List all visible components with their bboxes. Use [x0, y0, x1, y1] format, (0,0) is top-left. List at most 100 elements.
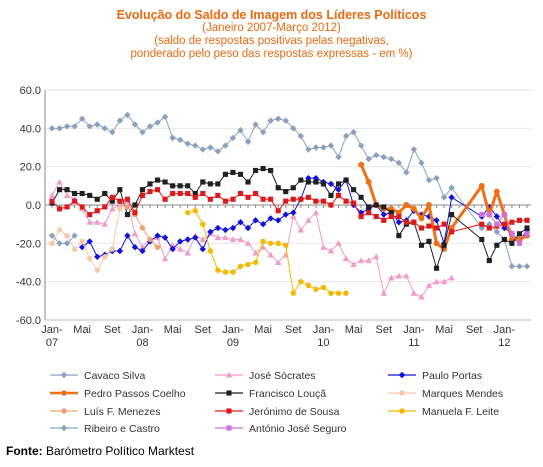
data-point: [516, 263, 523, 270]
data-point: [320, 243, 327, 250]
data-point: [486, 212, 492, 218]
data-point: [440, 194, 448, 201]
series-line: [51, 189, 527, 233]
data-point: [388, 274, 395, 281]
data-point: [64, 187, 70, 193]
data-point: [501, 212, 507, 218]
data-point: [86, 123, 93, 130]
data-point: [342, 132, 350, 140]
data-point: [109, 128, 116, 136]
data-point: [237, 263, 244, 270]
data-point: [449, 229, 455, 235]
data-point: [109, 246, 116, 252]
legend-label: Luís F. Menezes: [84, 406, 160, 418]
y-tick-label: -40.0: [16, 277, 41, 289]
data-point: [313, 198, 319, 204]
data-point: [358, 194, 364, 200]
data-point: [176, 136, 184, 144]
data-point: [71, 246, 78, 252]
chart-subtitle-2: (saldo de respostas positivas pelas nega…: [154, 35, 389, 47]
data-point: [169, 134, 176, 142]
x-tick-label: Set: [375, 324, 392, 336]
data-point: [335, 192, 342, 198]
data-point: [418, 242, 425, 248]
data-point: [380, 289, 387, 296]
data-point: [154, 232, 161, 239]
x-year-label: 07: [46, 337, 58, 349]
data-point: [101, 220, 108, 227]
legend-label: Cavaco Silva: [84, 370, 145, 382]
data-point: [509, 231, 515, 237]
data-point: [230, 196, 236, 202]
legend-label: Francisco Louçã: [249, 388, 326, 400]
data-point: [305, 282, 312, 289]
legend-label: Marques Mendes: [422, 388, 503, 400]
data-point: [358, 213, 364, 220]
data-point: [275, 240, 281, 247]
data-point: [245, 194, 251, 200]
data-point: [373, 253, 380, 260]
data-point: [86, 219, 93, 225]
data-point: [244, 138, 252, 145]
data-point: [403, 272, 410, 279]
x-tick-label: Jan-: [313, 324, 335, 336]
data-point: [313, 286, 319, 293]
data-point: [410, 205, 417, 212]
data-point: [139, 225, 146, 231]
data-point: [274, 259, 282, 266]
data-point: [161, 234, 169, 241]
x-tick-label: Jan-: [222, 324, 244, 336]
data-point: [365, 155, 372, 163]
data-point: [177, 183, 183, 189]
data-point: [418, 159, 425, 167]
data-point: [94, 121, 101, 128]
data-point: [328, 202, 334, 208]
data-point: [222, 171, 228, 177]
data-point: [343, 290, 349, 296]
data-point: [64, 204, 70, 210]
data-point: [207, 144, 214, 151]
data-point: [335, 290, 342, 296]
data-point: [486, 258, 492, 264]
data-point: [109, 198, 115, 204]
legend-label: Jerónimo de Sousa: [249, 406, 340, 418]
x-year-label: 10: [317, 337, 329, 349]
data-point: [268, 196, 274, 202]
data-point: [200, 221, 206, 227]
data-point: [328, 290, 334, 296]
data-point: [222, 234, 229, 241]
data-point: [357, 257, 365, 264]
series-line: [51, 168, 528, 269]
data-point: [162, 179, 168, 185]
data-point: [63, 192, 71, 198]
data-point: [102, 254, 108, 260]
x-tick-label: Jan-: [41, 324, 63, 336]
data-point: [479, 236, 485, 243]
data-point: [94, 196, 100, 202]
data-point: [79, 204, 85, 210]
data-point: [508, 263, 516, 270]
data-point: [366, 210, 372, 216]
data-point: [343, 198, 349, 204]
data-point: [335, 240, 342, 246]
data-point: [116, 201, 124, 208]
data-point: [260, 166, 266, 172]
data-point: [433, 217, 440, 224]
data-point: [244, 224, 252, 232]
data-point: [493, 188, 500, 195]
data-point: [388, 155, 395, 163]
data-point: [192, 208, 198, 214]
data-point: [86, 238, 93, 245]
data-point: [381, 204, 387, 210]
data-point: [493, 228, 501, 236]
data-point: [86, 255, 93, 262]
data-point: [207, 248, 214, 254]
data-point: [124, 232, 131, 239]
data-point: [87, 212, 93, 218]
data-point: [493, 213, 501, 220]
data-point: [56, 125, 63, 132]
data-point: [403, 219, 409, 225]
data-point: [185, 183, 191, 189]
data-point: [147, 181, 153, 187]
data-point: [237, 190, 244, 197]
